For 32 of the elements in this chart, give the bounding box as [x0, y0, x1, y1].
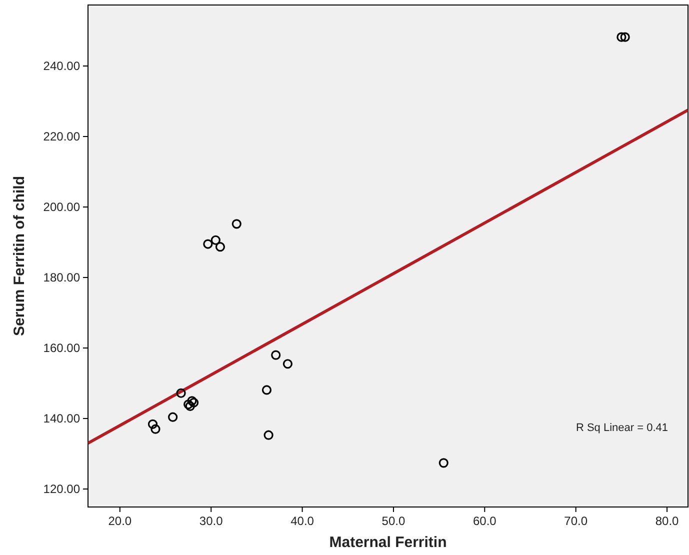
- y-tick-label: 140.00: [43, 412, 80, 426]
- x-tick-label: 60.0: [472, 514, 497, 528]
- point: [203, 239, 213, 249]
- point: [148, 419, 158, 429]
- y-axis-title: Serum Ferritin of child: [11, 176, 28, 336]
- annotation: R Sq Linear = 0.41: [576, 422, 668, 434]
- x-tick-label: 20.0: [108, 514, 132, 528]
- point: [271, 350, 281, 360]
- point: [282, 359, 292, 369]
- y-tick-label: 240.00: [43, 58, 80, 73]
- x-tick-label: 30.0: [199, 514, 224, 528]
- point: [210, 235, 220, 245]
- x-tick-label: 80.0: [655, 514, 680, 528]
- point: [438, 458, 448, 468]
- y-tick-label: 120.00: [43, 482, 80, 496]
- point: [616, 32, 626, 42]
- y-tick-label: 220.00: [43, 129, 80, 144]
- x-tick-label: 50.0: [382, 514, 406, 528]
- x-tick-label: 70.0: [564, 514, 588, 528]
- point: [168, 412, 178, 422]
- y-tick-label: 180.00: [43, 270, 80, 285]
- point: [176, 388, 186, 398]
- point: [232, 219, 242, 229]
- x-tick-label: 40.0: [290, 514, 314, 528]
- point: [620, 32, 630, 42]
- point: [215, 242, 226, 252]
- y-tick-label: 200.00: [43, 200, 80, 214]
- point: [264, 430, 274, 440]
- point: [150, 424, 160, 434]
- point: [262, 385, 272, 395]
- y-tick-label: 160.00: [43, 341, 80, 356]
- x-axis-title: Maternal Ferritin: [329, 534, 447, 551]
